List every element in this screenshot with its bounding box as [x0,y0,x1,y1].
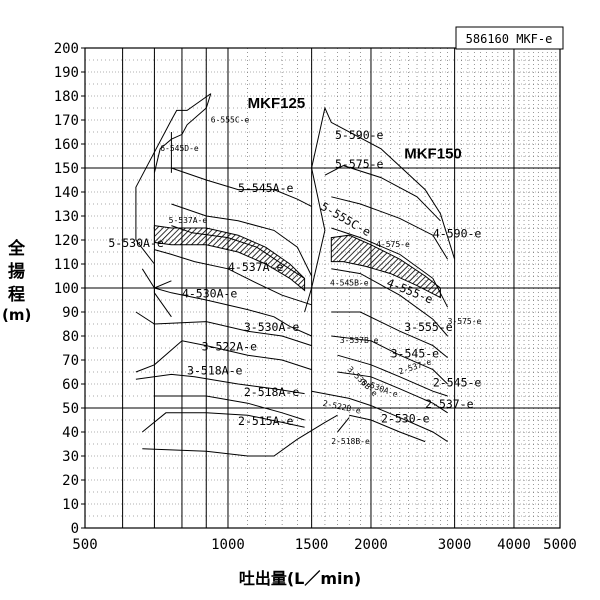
x-tick-label: 500 [72,537,97,553]
y-tick-label: 10 [62,497,79,513]
curve-line [304,106,456,313]
y-tick-label: 100 [54,281,79,297]
pump-model-label: 5-530A-e [108,236,163,250]
x-tick-label: 5000 [543,537,577,553]
curve-line [154,249,312,306]
y-tick-label: 110 [54,257,79,273]
pump-model-label: 2-545-e [433,375,482,389]
y-tick-label: 40 [62,425,79,441]
x-tick-label: 3000 [438,537,472,553]
x-tick-label: 1500 [295,537,329,553]
pump-model-label: 3-530A-e [244,320,299,334]
pump-model-label: 5-590-e [335,128,384,142]
y-tick-label: 30 [62,449,79,465]
y-tick-label: 60 [62,377,79,393]
y-tick-label: 170 [54,113,79,129]
pump-model-label: 3-537B-e [340,336,379,345]
model-group-label: MKF125 [248,95,306,112]
pump-model-label: 5-575-e [335,157,384,171]
pump-model-label: 4-590-e [433,227,482,241]
hatched-band [153,225,306,292]
pump-model-label: 4-545B-e [330,279,369,288]
pump-model-label: 5-545A-e [238,181,293,195]
y-axis-label-unit: (m) [2,306,32,324]
pump-model-label: 3-522A-e [202,339,257,353]
pump-model-label: 6-555C-e [211,115,250,124]
pump-model-label: 4-575-e [376,240,410,249]
curve-line [349,414,426,443]
curve-line [171,203,313,277]
y-tick-label: 150 [54,161,79,177]
y-tick-label: 180 [54,89,79,105]
curve-line [154,287,312,337]
curve-line [154,395,305,421]
axes [81,47,561,529]
curve-line [135,373,305,395]
curve-line [153,93,212,173]
y-tick-label: 0 [71,521,79,537]
curve-line [337,354,448,397]
y-tick-label: 120 [54,233,79,249]
pump-model-label: 3-545-e [391,347,440,361]
curve-line [331,227,449,308]
curve-line [135,311,312,347]
pump-model-label: 4-537A-e [228,260,283,274]
pump-model-label: 4-530A-e [182,287,237,301]
hatched-band [330,234,441,299]
model-code: 586160 MKF-e [466,32,553,46]
pump-model-label: 3-518A-e [187,363,242,377]
x-tick-label: 2000 [354,537,388,553]
curve-line [331,335,448,385]
curve-line [331,196,449,260]
y-tick-label: 80 [62,329,79,345]
x-tick-label: 1000 [211,537,245,553]
curve-line [337,371,448,414]
pump-model-label: 2-518B-e [331,437,370,446]
pump-model-label: 2-518A-e [244,385,299,399]
y-axis-label-char-3: 程 [8,285,25,305]
curve-line [324,165,441,222]
y-tick-label: 20 [62,473,79,489]
y-axis-label-char-2: 揚 [8,262,25,282]
curve-line [337,417,350,433]
y-tick-label: 190 [54,65,79,81]
x-tick-label: 4000 [497,537,531,553]
performance-curves [135,93,456,457]
y-tick-label: 200 [54,41,79,57]
y-tick-label: 90 [62,305,79,321]
pump-model-label: 2-537-e [425,397,474,411]
curve-line [141,412,305,433]
curve-line [331,311,448,358]
pump-model-label: 3-575-e [448,317,482,326]
x-axis-label: 吐出量(L／min) [239,569,361,588]
model-group-label: MKF150 [404,145,462,162]
model-code-box [455,26,564,50]
y-axis-label-char-1: 全 [8,239,25,259]
curve-line [142,414,338,457]
y-tick-label: 160 [54,137,79,153]
curve-line [135,93,212,318]
pump-model-label: 6-545D-e [160,144,199,153]
y-tick-label: 140 [54,185,79,201]
curve-line [311,390,448,443]
y-tick-label: 70 [62,353,79,369]
y-tick-label: 130 [54,209,79,225]
y-tick-label: 50 [62,401,79,417]
curve-line [135,340,312,373]
pump-model-label: 5-537A-e [169,216,208,225]
curve-line [171,167,312,207]
pump-model-label: 2-522B-e [322,399,362,416]
curve-line [171,225,305,279]
pump-model-label: 2-530-e [381,411,430,425]
grid-lines [85,48,560,528]
curve-line [331,268,448,337]
curve-line [141,268,172,289]
pump-model-label: 3-555-e [404,320,453,334]
pump-model-label: 2-515A-e [238,414,293,428]
labels: 0 10 20 30 40 50 60 70 80 90 100 110 120 130 140 150 160… [54,41,577,553]
